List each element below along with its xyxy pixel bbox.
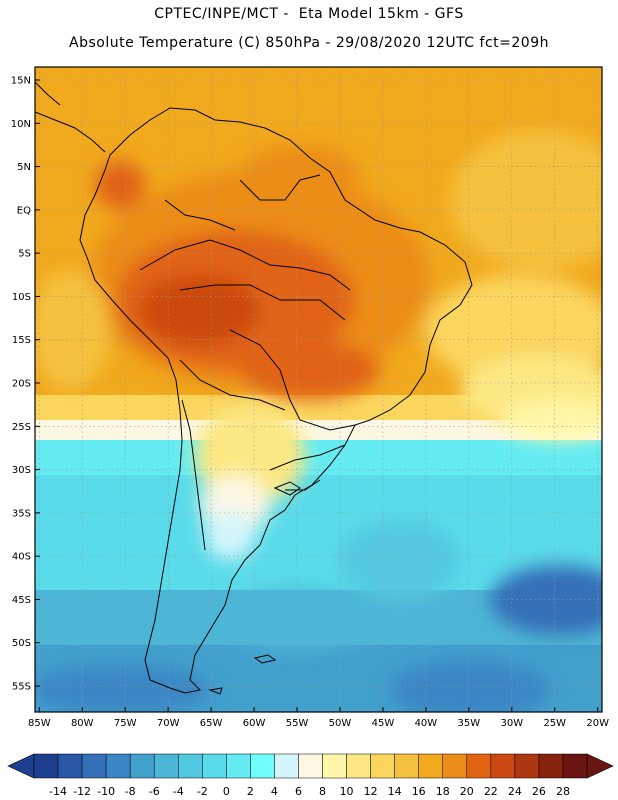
colorbar-swatch bbox=[57, 753, 83, 779]
lat-label: 35S bbox=[12, 508, 31, 519]
colorbar-swatch bbox=[514, 753, 540, 779]
lat-label: 30S bbox=[12, 465, 31, 476]
colorbar-label: 2 bbox=[247, 785, 254, 798]
lat-label: 40S bbox=[12, 552, 31, 563]
islands bbox=[208, 481, 301, 695]
colorbar-swatch bbox=[129, 753, 155, 779]
colorbar-label: 22 bbox=[484, 785, 498, 798]
colorbar-swatch bbox=[346, 753, 371, 779]
lat-label: 55S bbox=[12, 682, 31, 693]
colorbar-swatch bbox=[442, 753, 468, 779]
colorbar-label: -2 bbox=[197, 785, 208, 798]
map-frame bbox=[34, 66, 603, 713]
colorbar-label: 28 bbox=[556, 785, 570, 798]
lat-label: 5N bbox=[17, 162, 31, 173]
colorbar-label: 18 bbox=[436, 785, 450, 798]
colorbar-swatch bbox=[466, 753, 492, 779]
lon-label: 50W bbox=[329, 718, 352, 729]
colorbar-label: 14 bbox=[388, 785, 402, 798]
colorbar-swatch bbox=[81, 753, 107, 779]
lon-label: 85W bbox=[28, 718, 51, 729]
coastlines bbox=[35, 81, 473, 694]
lat-label: 15N bbox=[11, 75, 31, 86]
lon-label: 30W bbox=[500, 718, 523, 729]
colorbar-label: 10 bbox=[340, 785, 354, 798]
lat-label: 50S bbox=[12, 638, 31, 649]
lon-label: 25W bbox=[543, 718, 566, 729]
colorbar-swatch bbox=[226, 753, 251, 779]
colorbar-label: -10 bbox=[97, 785, 115, 798]
lat-label: EQ bbox=[17, 205, 31, 216]
graticule bbox=[35, 67, 602, 712]
lon-label: 35W bbox=[458, 718, 481, 729]
colorbar-swatch bbox=[322, 753, 347, 779]
lon-label: 70W bbox=[157, 718, 180, 729]
colorbar-label: 16 bbox=[412, 785, 426, 798]
colorbar-swatch bbox=[274, 753, 299, 779]
colorbar-label: -6 bbox=[149, 785, 160, 798]
lon-label: 55W bbox=[286, 718, 309, 729]
lat-label: 25S bbox=[12, 422, 31, 433]
lon-label: 65W bbox=[200, 718, 223, 729]
colorbar-swatch bbox=[538, 753, 564, 779]
colorbar-label: 24 bbox=[508, 785, 522, 798]
lon-label: 40W bbox=[415, 718, 438, 729]
colorbar-swatch bbox=[153, 753, 179, 779]
lat-label: 10N bbox=[11, 119, 31, 130]
colorbar-swatch bbox=[202, 753, 227, 779]
colorbar-swatch bbox=[562, 753, 588, 779]
colorbar-label: 6 bbox=[295, 785, 302, 798]
colorbar-label: -14 bbox=[49, 785, 67, 798]
lon-label: 20W bbox=[586, 718, 609, 729]
colorbar-label: -4 bbox=[173, 785, 184, 798]
lat-label: 20S bbox=[12, 379, 31, 390]
lat-label: 15S bbox=[12, 335, 31, 346]
colorbar-label: 8 bbox=[319, 785, 326, 798]
lat-label: 45S bbox=[12, 595, 31, 606]
latitude-labels: 15N 10N 5N EQ 5S 10S 15S 20S 25S 30S 35S 40S 45S 50S 5… bbox=[11, 75, 40, 693]
colorbar-label: 0 bbox=[223, 785, 230, 798]
lat-label: 5S bbox=[18, 249, 31, 260]
lon-label: 45W bbox=[372, 718, 395, 729]
lon-label: 80W bbox=[71, 718, 94, 729]
colorbar-swatch bbox=[105, 753, 131, 779]
colorbar-swatch bbox=[418, 753, 443, 779]
colorbar-arrow-high bbox=[586, 753, 614, 779]
colorbar-swatch bbox=[370, 753, 395, 779]
map-subtitle: Absolute Temperature (C) 850hPa - 29/08/… bbox=[69, 35, 549, 51]
colorbar-swatch bbox=[490, 753, 516, 779]
map-title: CPTEC/INPE/MCT - Eta Model 15km - GFS bbox=[154, 6, 464, 22]
colorbar-label: 4 bbox=[271, 785, 278, 798]
colorbar-label: 20 bbox=[460, 785, 474, 798]
colorbar-swatch bbox=[394, 753, 419, 779]
lon-label: 75W bbox=[114, 718, 137, 729]
colorbar-label: 26 bbox=[532, 785, 546, 798]
lon-label: 60W bbox=[243, 718, 266, 729]
longitude-labels: 85W 80W 75W 70W 65W 60W 55W 50W 45W 40W 35W 30W 25W 2… bbox=[28, 707, 609, 729]
colorbar: -14 -12 -10 -8 -6 -4 -2 0 2 4 6 8 10 12 14 16 18 20 22 24 26… bbox=[7, 753, 614, 798]
colorbar-swatch bbox=[250, 753, 275, 779]
colorbar-swatch bbox=[178, 753, 203, 779]
temperature-field bbox=[35, 67, 602, 712]
colorbar-swatch bbox=[298, 753, 323, 779]
colorbar-label: 12 bbox=[364, 785, 378, 798]
colorbar-label: -8 bbox=[125, 785, 136, 798]
colorbar-label: -12 bbox=[73, 785, 91, 798]
lat-label: 10S bbox=[12, 292, 31, 303]
colorbar-swatch bbox=[33, 753, 59, 779]
colorbar-arrow-low bbox=[7, 753, 35, 779]
